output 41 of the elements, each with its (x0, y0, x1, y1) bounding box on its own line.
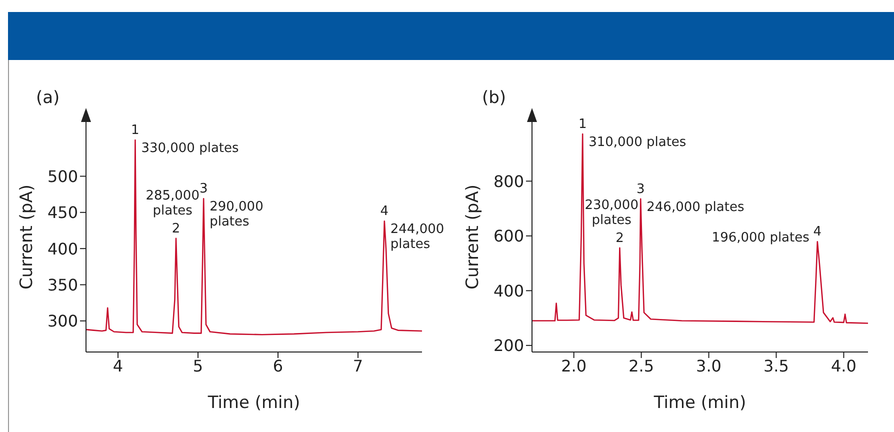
y-tick-label: 600 (493, 226, 524, 246)
annotation: 1 (578, 116, 587, 132)
annotation: 3 (636, 181, 645, 196)
x-tick-label: 3.0 (696, 356, 722, 376)
x-tick-label: 6 (272, 356, 284, 376)
annotation: 285,000 plates (146, 188, 200, 218)
y-axis-title: Current (pA) (463, 184, 484, 290)
x-axis-title: Time (min) (652, 393, 746, 413)
annotation: 2 (616, 230, 624, 246)
y-tick-label: 350 (47, 275, 78, 294)
line-series (532, 133, 868, 324)
annotation: 4 (813, 224, 822, 240)
chart-title: (a) (36, 88, 60, 108)
x-tick-label: 5 (192, 356, 204, 376)
x-tick-label: 2.0 (561, 356, 587, 376)
annotation: 196,000 plates (712, 230, 810, 246)
y-tick-label: 400 (493, 281, 524, 300)
x-tick-label: 4 (112, 356, 124, 376)
x-tick-label: 3.5 (764, 356, 789, 376)
annotation: 230,000 plates (584, 197, 638, 228)
annotation: 1 (131, 122, 140, 138)
y-tick-label: 400 (47, 239, 78, 258)
y-tick-label: 500 (47, 166, 78, 186)
annotation: 310,000 plates (588, 134, 686, 150)
chart-title: (b) (482, 88, 506, 108)
annotation: 2 (172, 220, 180, 236)
x-tick-label: 4.0 (830, 356, 856, 376)
annotation: 4 (380, 204, 389, 219)
y-tick-label: 200 (493, 336, 524, 356)
x-tick-label: 7 (352, 356, 364, 376)
y-tick-label: 300 (47, 312, 78, 331)
y-axis-title: Current (pA) (17, 184, 38, 290)
annotation: 244,000 plates (390, 222, 444, 252)
annotation: 290,000 plates (210, 199, 264, 230)
annotation: 246,000 plates (646, 199, 744, 214)
annotation: 330,000 plates (141, 140, 240, 156)
y-tick-label: 450 (47, 203, 78, 222)
y-tick-label: 800 (493, 172, 524, 191)
x-tick-label: 2.5 (628, 356, 654, 376)
annotation: 3 (199, 181, 208, 196)
x-axis-title: Time (min) (206, 393, 300, 413)
